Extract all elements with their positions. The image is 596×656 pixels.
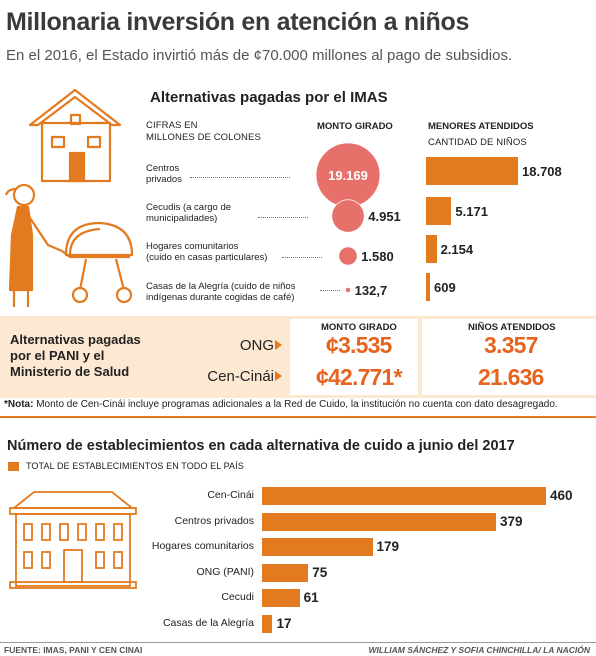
units-label-1: CIFRAS EN [146,120,198,131]
establecimiento-value-label: 17 [276,615,292,631]
menores-bar [426,157,518,185]
establecimiento-value-label: 379 [499,513,523,529]
category-label-cecudis: Cecudis (a cargo de municipalidades) [146,202,232,224]
establecimiento-category-label: Hogares comunitarios [151,540,254,552]
monto-value-label: 4.951 [368,209,401,224]
legend-swatch [8,462,19,471]
arrow-right-icon [275,371,282,381]
menores-value-label: 609 [434,280,456,295]
monto-bubble [338,246,358,266]
establecimiento-category-label: Cecudi [221,591,254,603]
category-label-hogares: Hogares comunitarios (cuido en casas par… [146,241,268,263]
establecimiento-value-label: 179 [376,539,400,554]
pani-ninos-header: NIÑOS ATENDIDOS [468,322,556,333]
menores-value-label: 5.171 [455,204,488,219]
section-divider [0,416,596,418]
establecimiento-category-label: ONG (PANI) [196,565,254,578]
pani-monto-cell [290,319,418,395]
pani-heading: Alternativas pagadas por el PANI y el Mi… [10,332,141,379]
leader-line [320,290,340,291]
establecimiento-value-label: 75 [312,564,328,580]
establecimiento-bar [262,589,300,607]
legend-label: TOTAL DE ESTABLECIMIENTOS EN TODO EL PAÍ… [26,461,244,471]
page-subtitle: En el 2016, el Estado invirtió más de ¢7… [6,47,513,64]
imas-heading: Alternativas pagadas por el IMAS [150,89,388,106]
leader-line [282,257,322,258]
pani-ong-ninos: 3.357 [484,332,538,358]
page-title: Millonaria inversión en atención a niños [6,8,470,36]
establecimiento-bar [262,512,496,531]
establecimiento-value-label: 61 [303,590,319,605]
establecimiento-value-label: 460 [550,488,573,503]
monto-column-header: MONTO GIRADO [317,121,393,132]
cantidad-column-header: CANTIDAD DE NIÑOS [428,137,527,148]
menores-value-label: 2.154 [440,242,474,257]
monto-value-label: 1.580 [361,249,394,264]
footer-source: FUENTE: IMAS, PANI Y CEN CINAI [4,645,143,655]
establecimiento-category-label: Centros privados [174,514,254,527]
monto-value-label: 132,7 [355,283,388,298]
establecimiento-bar [262,487,546,505]
establecimiento-bar [262,563,309,582]
pani-cencinai-monto: ¢42.771* [316,364,403,390]
establecimiento-bar [262,538,373,556]
category-label-casas: Casas de la Alegría (cuido de niños indí… [146,281,296,303]
establecimientos-bar-chart: Cen-Cinái 460 Centros privados 379 Hogares c… [80,484,596,644]
leader-line [190,177,290,178]
building-illustration [9,491,137,589]
monto-bubble-chart: 19.169 4.951 1.580 132,7 [315,142,401,298]
pani-row-ong-label: ONG [239,337,274,354]
establecimiento-category-label: Casas de la Alegría [162,616,254,629]
arrow-right-icon [275,340,282,350]
footer-divider [0,642,596,643]
units-label-2: MILLONES DE COLONES [146,132,261,143]
footnote: *Nota: Monto de Cen-Cinái incluye progra… [4,399,558,410]
establecimiento-bar [262,614,273,633]
pani-row-cencinai-label: Cen-Cinái [207,368,274,385]
menores-bar [426,235,437,263]
leader-line [258,217,308,218]
monto-bubble [344,286,352,294]
monto-bubble [331,199,365,233]
pani-cencinai-ninos: 21.636 [478,364,544,390]
menores-bar-chart: 18.708 5.171 2.154 609 [426,155,596,305]
menores-value-label: 18.708 [522,164,562,179]
menores-bar [426,273,430,301]
menores-column-header: MENORES ATENDIDOS [428,121,534,132]
menores-bar [426,197,452,225]
monto-value-label: 19.169 [328,168,368,183]
category-label-centros-privados: Centros privados [146,163,182,185]
house-and-stroller-illustration [4,88,134,307]
establecimientos-heading: Número de establecimientos en cada alter… [7,438,515,454]
pani-ong-monto: ¢3.535 [326,332,392,358]
footer-credit: WILLIAM SÁNCHEZ Y SOFIA CHINCHILLA/ LA N… [368,645,590,655]
pani-ninos-cell [422,319,596,395]
pani-monto-header: MONTO GIRADO [321,322,397,333]
establecimiento-category-label: Cen-Cinái [207,489,254,501]
